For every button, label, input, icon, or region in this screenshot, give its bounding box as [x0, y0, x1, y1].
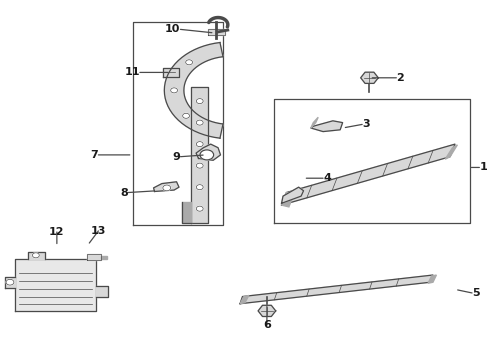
Polygon shape: [282, 144, 455, 205]
Text: 12: 12: [49, 227, 65, 237]
Circle shape: [163, 185, 171, 191]
Polygon shape: [182, 202, 191, 223]
Polygon shape: [282, 193, 294, 207]
Polygon shape: [15, 259, 96, 311]
Circle shape: [200, 150, 214, 160]
Polygon shape: [208, 30, 225, 35]
Polygon shape: [191, 87, 208, 223]
Polygon shape: [96, 286, 108, 297]
Text: 9: 9: [172, 152, 180, 162]
Circle shape: [196, 141, 203, 147]
Text: 1: 1: [479, 162, 487, 172]
Polygon shape: [311, 121, 343, 132]
Polygon shape: [258, 305, 276, 316]
Polygon shape: [163, 68, 179, 77]
Polygon shape: [101, 256, 107, 258]
Text: 3: 3: [362, 120, 370, 129]
Circle shape: [183, 113, 190, 118]
Polygon shape: [4, 277, 15, 288]
Circle shape: [171, 88, 177, 93]
Circle shape: [196, 99, 203, 104]
Text: 7: 7: [91, 150, 98, 160]
Circle shape: [196, 206, 203, 211]
Polygon shape: [361, 72, 378, 84]
Polygon shape: [311, 117, 318, 128]
Polygon shape: [445, 145, 457, 159]
Polygon shape: [87, 254, 101, 260]
Polygon shape: [27, 252, 45, 259]
Text: 8: 8: [120, 188, 128, 198]
Polygon shape: [240, 296, 249, 304]
Circle shape: [196, 185, 203, 190]
Circle shape: [32, 253, 39, 258]
Circle shape: [196, 163, 203, 168]
Polygon shape: [428, 275, 437, 283]
Text: 10: 10: [165, 24, 180, 35]
Polygon shape: [282, 187, 303, 203]
Polygon shape: [196, 144, 220, 160]
Circle shape: [6, 279, 14, 285]
Text: 4: 4: [323, 173, 331, 183]
Text: 5: 5: [472, 288, 480, 298]
Text: 11: 11: [124, 67, 140, 77]
Polygon shape: [240, 275, 433, 304]
Circle shape: [196, 120, 203, 125]
Polygon shape: [164, 42, 223, 138]
Polygon shape: [153, 182, 179, 192]
Text: 13: 13: [91, 226, 106, 236]
Text: 6: 6: [263, 320, 271, 330]
Circle shape: [186, 60, 193, 65]
Text: 2: 2: [396, 73, 404, 83]
